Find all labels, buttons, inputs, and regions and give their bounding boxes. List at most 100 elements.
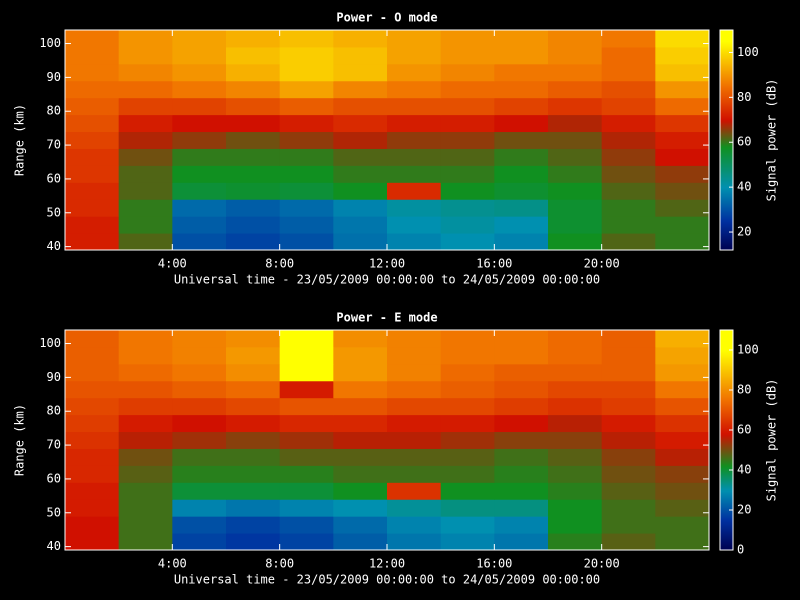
heatmap-cell: [333, 533, 387, 550]
panel: Power - E mode4:008:0012:0016:0020:00405…: [13, 311, 779, 587]
heatmap-cell: [548, 499, 602, 516]
heatmap-cell: [441, 448, 495, 465]
heatmap-cell: [119, 432, 173, 449]
y-tick-label: 70: [47, 438, 61, 452]
heatmap-cell: [333, 381, 387, 398]
heatmap-cell: [494, 216, 548, 233]
heatmap-cell: [119, 364, 173, 381]
heatmap-cell: [65, 482, 119, 499]
heatmap-cell: [494, 199, 548, 216]
heatmap-cell: [602, 516, 656, 533]
y-tick-label: 50: [47, 505, 61, 519]
heatmap-cell: [494, 347, 548, 364]
heatmap-cell: [119, 47, 173, 64]
heatmap-cell: [226, 199, 280, 216]
y-tick-label: 60: [47, 171, 61, 185]
heatmap-cell: [172, 165, 226, 182]
heatmap-cell: [119, 465, 173, 482]
heatmap-cell: [602, 64, 656, 81]
heatmap-cell: [226, 398, 280, 415]
heatmap-cell: [172, 233, 226, 250]
heatmap-cell: [172, 182, 226, 199]
heatmap-cell: [602, 415, 656, 432]
heatmap-cell: [387, 533, 441, 550]
heatmap-cell: [280, 165, 334, 182]
heatmap-cell: [172, 364, 226, 381]
heatmap-cell: [655, 482, 709, 499]
heatmap-cell: [119, 347, 173, 364]
heatmap-cell: [602, 398, 656, 415]
heatmap-cell: [494, 432, 548, 449]
heatmap-cell: [226, 448, 280, 465]
heatmap-cell: [226, 47, 280, 64]
heatmap-cell: [226, 364, 280, 381]
heatmap-cell: [602, 499, 656, 516]
heatmap-cell: [65, 330, 119, 347]
heatmap-cell: [333, 165, 387, 182]
chart-title: Power - E mode: [336, 311, 437, 325]
heatmap-cell: [441, 381, 495, 398]
heatmap-cell: [441, 148, 495, 165]
heatmap-cell: [119, 30, 173, 47]
heatmap-cell: [226, 347, 280, 364]
heatmap-cell: [387, 30, 441, 47]
heatmap-cell: [119, 398, 173, 415]
heatmap-cell: [548, 432, 602, 449]
heatmap-cell: [280, 347, 334, 364]
colorbar-tick-label: 20: [737, 503, 751, 517]
y-tick-label: 90: [47, 370, 61, 384]
heatmap-cell: [65, 165, 119, 182]
heatmap-cell: [548, 199, 602, 216]
heatmap-cell: [172, 30, 226, 47]
heatmap-cell: [655, 115, 709, 132]
heatmap-cell: [65, 98, 119, 115]
heatmap-cell: [119, 482, 173, 499]
heatmap-cell: [548, 182, 602, 199]
heatmap-cell: [172, 199, 226, 216]
y-tick-label: 80: [47, 104, 61, 118]
heatmap-cell: [119, 330, 173, 347]
heatmap-cell: [333, 432, 387, 449]
heatmap-cell: [280, 216, 334, 233]
heatmap-cell: [333, 182, 387, 199]
heatmap-cell: [333, 516, 387, 533]
heatmap-cell: [280, 364, 334, 381]
heatmap-cell: [548, 132, 602, 149]
heatmap-cell: [119, 182, 173, 199]
heatmap-cell: [655, 533, 709, 550]
heatmap-cell: [65, 199, 119, 216]
x-tick-label: 20:00: [584, 257, 620, 271]
heatmap-cell: [602, 347, 656, 364]
heatmap-cell: [172, 115, 226, 132]
x-tick-label: 12:00: [369, 257, 405, 271]
heatmap-cell: [494, 81, 548, 98]
heatmap-cell: [119, 132, 173, 149]
heatmap-cell: [441, 533, 495, 550]
heatmap-cell: [387, 465, 441, 482]
heatmap-cell: [602, 465, 656, 482]
heatmap-cell: [65, 432, 119, 449]
heatmap-cell: [602, 115, 656, 132]
heatmap-cell: [548, 81, 602, 98]
colorbar-tick-label: 0: [737, 543, 744, 557]
heatmap-cell: [172, 98, 226, 115]
heatmap-cell: [226, 115, 280, 132]
heatmap-cell: [494, 415, 548, 432]
heatmap-cell: [602, 98, 656, 115]
heatmap-cell: [387, 216, 441, 233]
heatmap-cell: [548, 381, 602, 398]
heatmap-cell: [119, 81, 173, 98]
heatmap-cell: [387, 132, 441, 149]
colorbar-tick-label: 20: [737, 225, 751, 239]
heatmap-cell: [441, 499, 495, 516]
y-tick-label: 50: [47, 205, 61, 219]
heatmap-cell: [280, 448, 334, 465]
colorbar-label: Signal power (dB): [765, 379, 779, 502]
heatmap-cell: [119, 199, 173, 216]
heatmap-cell: [119, 148, 173, 165]
heatmap-cell: [65, 233, 119, 250]
colorbar-tick-label: 40: [737, 180, 751, 194]
heatmap-cell: [548, 165, 602, 182]
heatmap-cell: [333, 347, 387, 364]
heatmap-cell: [602, 216, 656, 233]
